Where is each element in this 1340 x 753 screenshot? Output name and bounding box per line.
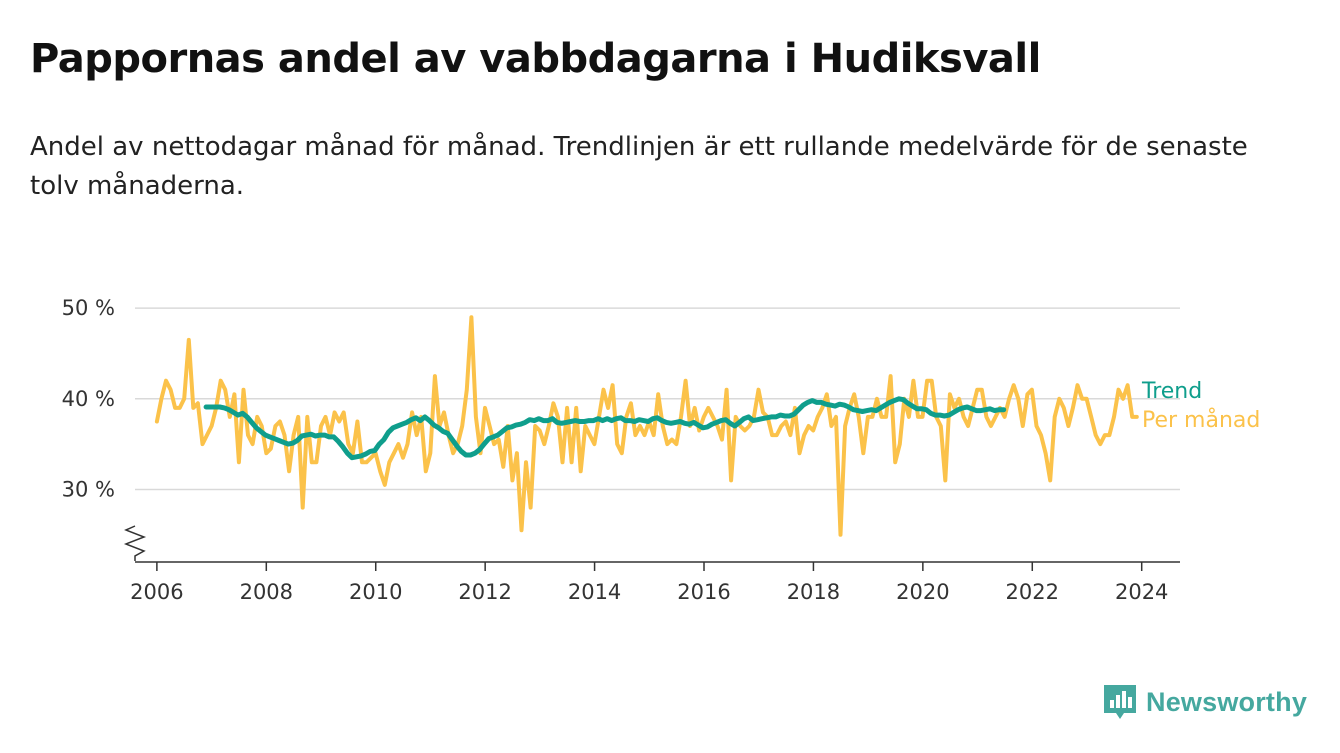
brand-name: Newsworthy: [1146, 686, 1308, 717]
x-tick-label: 2008: [240, 580, 293, 604]
x-tick-label: 2020: [896, 580, 949, 604]
x-tick-label: 2010: [349, 580, 402, 604]
x-tick-label: 2024: [1115, 580, 1168, 604]
monthly-series-label: Per månad: [1142, 407, 1260, 433]
trend-series-line: [203, 396, 1007, 461]
x-tick-label: 2022: [1006, 580, 1059, 604]
y-tick-label: 40 %: [62, 387, 115, 411]
x-tick-label: 2012: [458, 580, 511, 604]
chart-subtitle: Andel av nettodagar månad för månad. Tre…: [30, 132, 1248, 201]
y-tick-label: 50 %: [62, 296, 115, 320]
newsworthy-brand: Newsworthy: [1102, 682, 1307, 722]
trend-series-label: Trend: [1141, 379, 1202, 404]
axes: 30 % 40 % 50 % 2006 2008 2010 2012 2014 2016 2018…: [62, 296, 1180, 604]
series-labels: Per månad Trend: [1141, 379, 1260, 433]
x-tick-label: 2018: [787, 580, 840, 604]
chart-title: Pappornas andel av vabbdagarna i Hudiksv…: [30, 36, 1041, 82]
y-tick-label: 30 %: [62, 477, 115, 501]
x-tick-label: 2016: [677, 580, 730, 604]
series-lines: [154, 315, 1139, 537]
monthly-series-line: [154, 315, 1139, 537]
y-axis-break-icon: [123, 525, 147, 561]
x-tick-label: 2014: [568, 580, 621, 604]
x-tick-label: 2006: [130, 580, 183, 604]
newsworthy-logo-icon: [1104, 685, 1136, 719]
